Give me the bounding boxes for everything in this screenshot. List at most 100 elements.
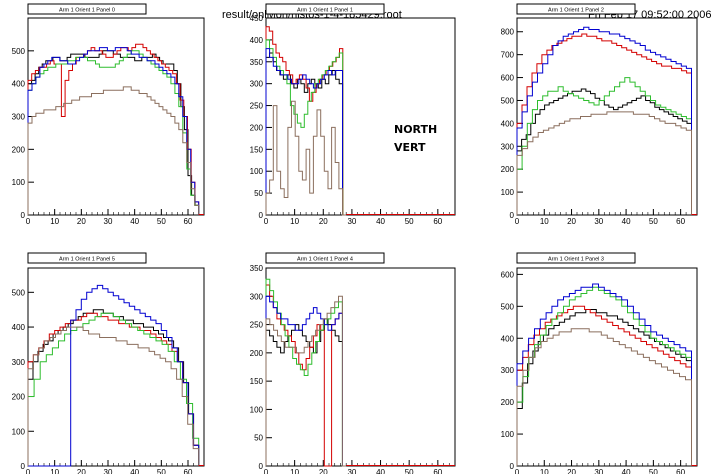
y-tick-label: 450	[250, 14, 264, 23]
panel-5: Arm 1 Orient 1 Panel 30 10 20 30 40 50 6001002…	[501, 252, 698, 474]
y-tick-label: 800	[501, 28, 515, 37]
panel-title-box	[265, 3, 385, 15]
panel-title: Arm 1 Orient 1 Panel 2	[548, 8, 604, 14]
x-tick-label: 30	[347, 217, 356, 226]
x-tick-label: 50	[405, 217, 414, 226]
panel-title-box	[27, 3, 147, 15]
y-tick-label: 500	[501, 96, 515, 105]
x-tick-label: 30	[347, 468, 356, 474]
panel-title-box	[265, 252, 385, 264]
x-tick-label: 30	[594, 217, 603, 226]
x-tick-label: 60	[676, 217, 685, 226]
y-tick-label: 300	[501, 366, 515, 375]
panel-3: Arm 1 Orient 1 Panel 5 0 10 20 30 40 50 60 0 100 2…	[12, 252, 205, 474]
y-tick-label: 300	[12, 113, 26, 122]
y-tick-label: 0	[510, 462, 515, 471]
y-tick-label: 100	[12, 178, 26, 187]
y-tick-label: 300	[250, 80, 264, 89]
y-tick-label: 500	[12, 47, 26, 56]
x-tick-label: 60	[433, 468, 442, 474]
y-tick-label: 300	[501, 142, 515, 151]
y-tick-label: 350	[250, 264, 264, 273]
series-brown	[516, 328, 692, 466]
x-tick-label: 40	[130, 468, 139, 474]
y-tick-label: 100	[501, 188, 515, 197]
x-tick-label: 0	[26, 217, 31, 226]
plot-frame	[265, 267, 456, 467]
panel-0: Arm 1 Orient 1 Panel 0 0 10 20 30 40 50 60 0 100 2…	[12, 3, 205, 226]
series-black	[265, 318, 347, 467]
y-tick-label: 400	[501, 119, 515, 128]
series-brown	[265, 100, 347, 216]
y-tick-label: 300	[12, 358, 26, 367]
series-green	[516, 77, 692, 215]
plot-frame	[27, 267, 205, 467]
y-tick-label: 400	[250, 36, 264, 45]
x-tick-label: 0	[515, 217, 520, 226]
x-tick-label: 20	[77, 468, 86, 474]
y-tick-label: 0	[510, 211, 515, 220]
panel-title: Arm 1 Orient 1 Panel 5	[59, 257, 115, 263]
y-tick-label: 200	[12, 145, 26, 154]
x-tick-label: 30	[104, 217, 113, 226]
panel-title: Arm 1 Orient 1 Panel 3	[548, 257, 604, 263]
x-tick-label: 30	[594, 468, 603, 474]
y-tick-label: 200	[250, 349, 264, 358]
series-blue	[516, 26, 692, 215]
plot-frame	[516, 17, 698, 216]
series-green	[265, 39, 347, 216]
series-brown	[27, 326, 200, 466]
y-tick-label: 600	[501, 270, 515, 279]
north-label: NORTH	[394, 123, 438, 136]
series-black	[27, 50, 200, 215]
x-tick-label: 60	[184, 468, 193, 474]
x-tick-label: 20	[567, 217, 576, 226]
series-red	[516, 33, 692, 215]
y-tick-label: 0	[259, 211, 264, 220]
x-tick-label: 40	[130, 217, 139, 226]
series-blue	[265, 48, 347, 216]
panel-4: Arm 1 Orient 1 Panel 4 0 10 20 30 40 50 60 0 50 10…	[250, 252, 456, 474]
y-tick-label: 50	[254, 189, 263, 198]
series-black	[27, 309, 200, 466]
x-tick-label: 50	[157, 217, 166, 226]
x-tick-label: 50	[649, 217, 658, 226]
y-tick-label: 0	[21, 211, 26, 220]
y-tick-label: 500	[501, 302, 515, 311]
y-tick-label: 100	[12, 427, 26, 436]
y-tick-label: 100	[250, 405, 264, 414]
series-brown	[516, 111, 692, 215]
x-tick-label: 10	[50, 468, 59, 474]
series-black	[516, 309, 692, 466]
x-tick-label: 0	[26, 468, 31, 474]
series-blue	[265, 295, 347, 467]
series-blue	[27, 47, 200, 215]
plot-frame	[516, 267, 698, 467]
y-tick-label: 200	[12, 393, 26, 402]
y-tick-label: 50	[254, 434, 263, 443]
x-tick-label: 50	[405, 468, 414, 474]
x-tick-label: 20	[319, 217, 328, 226]
series-red	[27, 312, 200, 466]
y-tick-label: 350	[250, 58, 264, 67]
series-brown	[27, 86, 200, 215]
y-tick-label: 600	[501, 74, 515, 83]
series-blue	[28, 284, 200, 467]
y-tick-label: 700	[501, 51, 515, 60]
panel-title-box	[516, 3, 636, 15]
y-tick-label: 250	[250, 321, 264, 330]
x-tick-label: 10	[540, 217, 549, 226]
y-tick-label: 200	[501, 165, 515, 174]
panel-2: Arm 1 Orient 1 Panel 20 10 20 30 40 50 6001002…	[501, 3, 698, 226]
panel-title-box	[27, 252, 147, 264]
panel-title: Arm 1 Orient 1 Panel 0	[59, 8, 115, 14]
x-tick-label: 0	[515, 468, 520, 474]
y-tick-label: 200	[501, 398, 515, 407]
series-blue	[516, 283, 692, 466]
x-tick-label: 60	[433, 217, 442, 226]
series-red	[516, 305, 692, 466]
x-tick-label: 10	[290, 217, 299, 226]
x-tick-label: 40	[622, 468, 631, 474]
y-tick-label: 150	[250, 145, 264, 154]
